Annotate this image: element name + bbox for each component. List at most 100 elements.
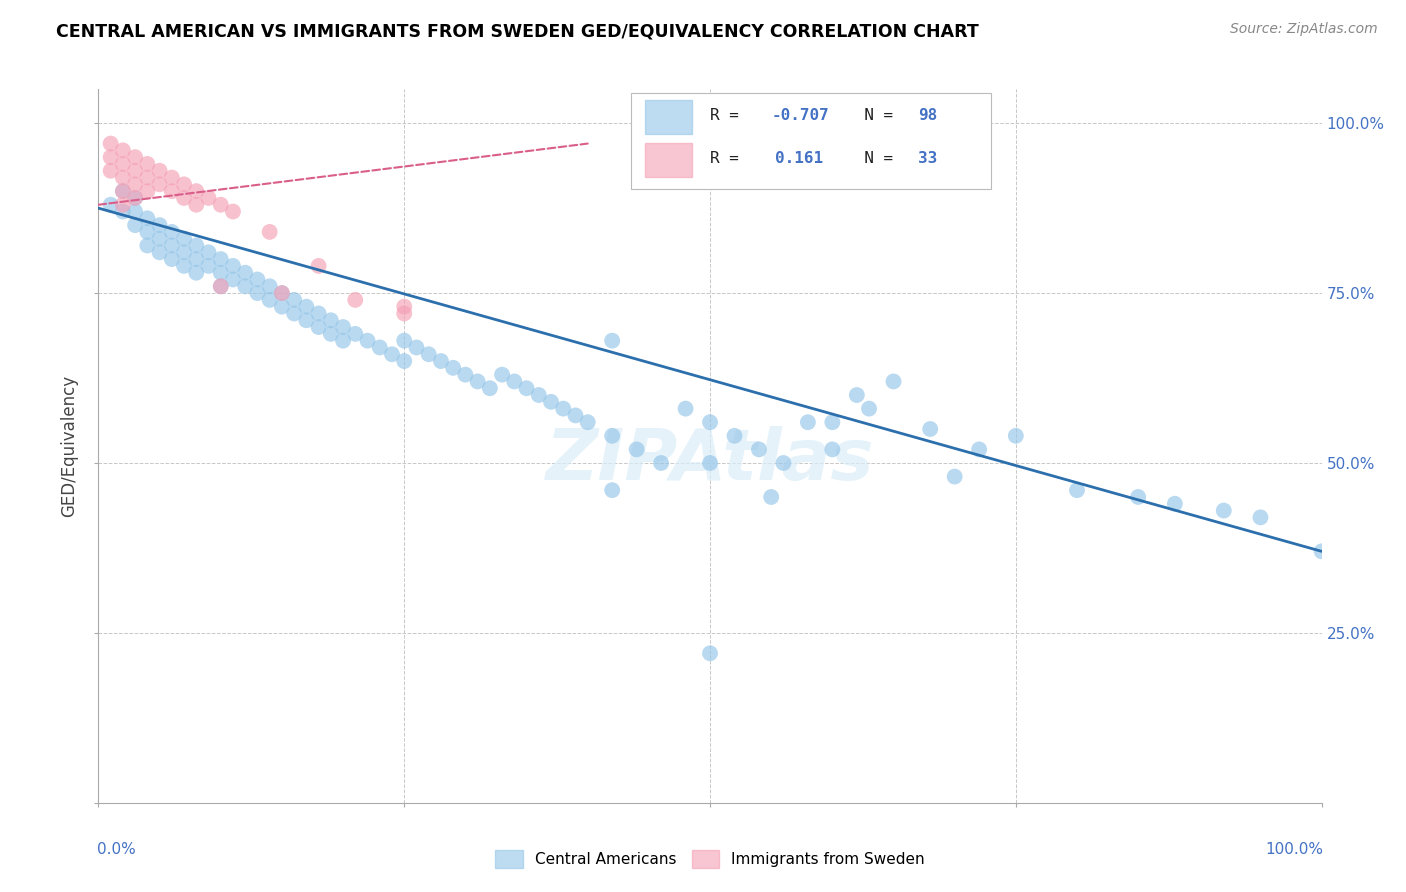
Point bbox=[149, 218, 172, 232]
Point bbox=[943, 469, 966, 483]
Point bbox=[883, 375, 905, 389]
Point bbox=[259, 293, 281, 307]
Point bbox=[246, 272, 269, 286]
Point bbox=[564, 409, 586, 423]
Point bbox=[283, 306, 305, 320]
Bar bbox=[645, 100, 692, 134]
Point bbox=[209, 279, 232, 293]
Point bbox=[1249, 510, 1271, 524]
Point bbox=[356, 334, 378, 348]
Point bbox=[821, 442, 844, 457]
Point bbox=[418, 347, 440, 361]
Point bbox=[209, 266, 232, 280]
Point bbox=[100, 198, 122, 212]
Point bbox=[344, 326, 367, 341]
Point bbox=[454, 368, 477, 382]
Text: N =: N = bbox=[845, 152, 903, 166]
Text: R =: R = bbox=[710, 109, 748, 123]
Point bbox=[283, 293, 305, 307]
Point bbox=[1212, 503, 1234, 517]
Point bbox=[858, 401, 880, 416]
Point bbox=[160, 170, 183, 185]
Point bbox=[332, 320, 354, 334]
Point bbox=[100, 136, 122, 151]
Point bbox=[160, 184, 183, 198]
Text: 0.0%: 0.0% bbox=[97, 842, 136, 857]
Point bbox=[186, 184, 208, 198]
Point bbox=[136, 184, 159, 198]
Text: 33: 33 bbox=[918, 152, 938, 166]
Point bbox=[259, 225, 281, 239]
Point bbox=[222, 204, 245, 219]
Point bbox=[368, 341, 391, 355]
Point bbox=[209, 279, 232, 293]
Point bbox=[270, 286, 294, 301]
Point bbox=[197, 191, 219, 205]
Point bbox=[100, 163, 122, 178]
Point bbox=[527, 388, 550, 402]
Point bbox=[600, 429, 623, 443]
Point bbox=[136, 211, 159, 226]
Point bbox=[149, 178, 172, 192]
Text: N =: N = bbox=[845, 109, 903, 123]
Point bbox=[186, 252, 208, 266]
Point bbox=[650, 456, 672, 470]
Point bbox=[1310, 544, 1333, 558]
Point bbox=[149, 163, 172, 178]
Point bbox=[467, 375, 489, 389]
Point bbox=[441, 360, 464, 375]
Point bbox=[111, 144, 134, 158]
Text: 98: 98 bbox=[918, 109, 938, 123]
Point bbox=[748, 442, 770, 457]
Point bbox=[111, 170, 134, 185]
Point bbox=[319, 326, 342, 341]
Point bbox=[392, 334, 416, 348]
Text: 100.0%: 100.0% bbox=[1265, 842, 1323, 857]
Point bbox=[967, 442, 990, 457]
Point bbox=[1164, 497, 1187, 511]
Point bbox=[308, 306, 330, 320]
Point bbox=[173, 178, 195, 192]
Point bbox=[515, 381, 537, 395]
Point bbox=[1004, 429, 1026, 443]
Point bbox=[270, 300, 294, 314]
Text: R =: R = bbox=[710, 152, 748, 166]
Point bbox=[136, 238, 159, 252]
Point bbox=[186, 198, 208, 212]
Point bbox=[246, 286, 269, 301]
Point bbox=[344, 293, 367, 307]
Point bbox=[233, 266, 256, 280]
Point bbox=[149, 232, 172, 246]
Point bbox=[381, 347, 404, 361]
Point bbox=[392, 300, 416, 314]
Point bbox=[149, 245, 172, 260]
Point bbox=[222, 259, 245, 273]
Point bbox=[308, 320, 330, 334]
Point bbox=[124, 218, 146, 232]
Point bbox=[124, 191, 146, 205]
Point bbox=[699, 415, 721, 429]
Point bbox=[197, 245, 219, 260]
Point bbox=[136, 170, 159, 185]
Point bbox=[197, 259, 219, 273]
Text: Source: ZipAtlas.com: Source: ZipAtlas.com bbox=[1230, 22, 1378, 37]
Point bbox=[553, 401, 575, 416]
Bar bbox=[645, 143, 692, 177]
Point bbox=[295, 313, 318, 327]
Point bbox=[222, 272, 245, 286]
Point bbox=[845, 388, 868, 402]
Point bbox=[100, 150, 122, 164]
Point bbox=[478, 381, 501, 395]
Point bbox=[392, 306, 416, 320]
Point bbox=[295, 300, 318, 314]
Point bbox=[723, 429, 745, 443]
Point bbox=[111, 204, 134, 219]
Point bbox=[332, 334, 354, 348]
Point bbox=[699, 456, 721, 470]
Point bbox=[392, 354, 416, 368]
Point bbox=[173, 259, 195, 273]
Point bbox=[209, 198, 232, 212]
Point bbox=[626, 442, 648, 457]
Point bbox=[186, 238, 208, 252]
Point bbox=[319, 313, 342, 327]
